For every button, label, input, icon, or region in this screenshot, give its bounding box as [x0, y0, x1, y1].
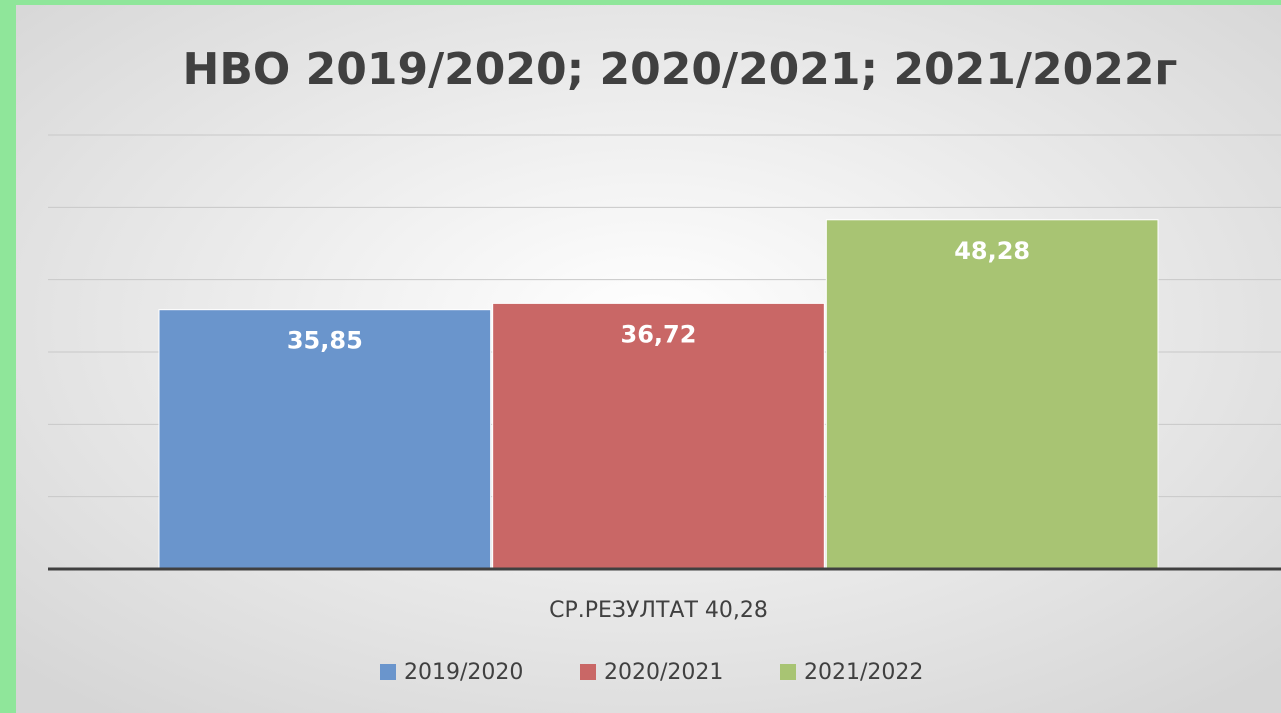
legend-swatch [780, 664, 796, 680]
bar [825, 219, 1159, 570]
value-label: 35,85 [287, 327, 363, 355]
bar [492, 302, 825, 570]
value-label: 36,72 [621, 320, 697, 348]
bar [158, 309, 492, 570]
value-label: 48,28 [954, 237, 1030, 265]
chart-title: НВО 2019/2020; 2020/2021; 2021/2022г [183, 44, 1178, 95]
legend-label: 2020/2021 [604, 660, 723, 685]
legend-swatch [380, 664, 396, 680]
legend-label: 2021/2022 [804, 660, 923, 685]
legend-swatch [580, 664, 596, 680]
x-tick-label: СР.РЕЗУЛТАТ 40,28 [549, 598, 768, 623]
legend-label: 2019/2020 [404, 660, 523, 685]
